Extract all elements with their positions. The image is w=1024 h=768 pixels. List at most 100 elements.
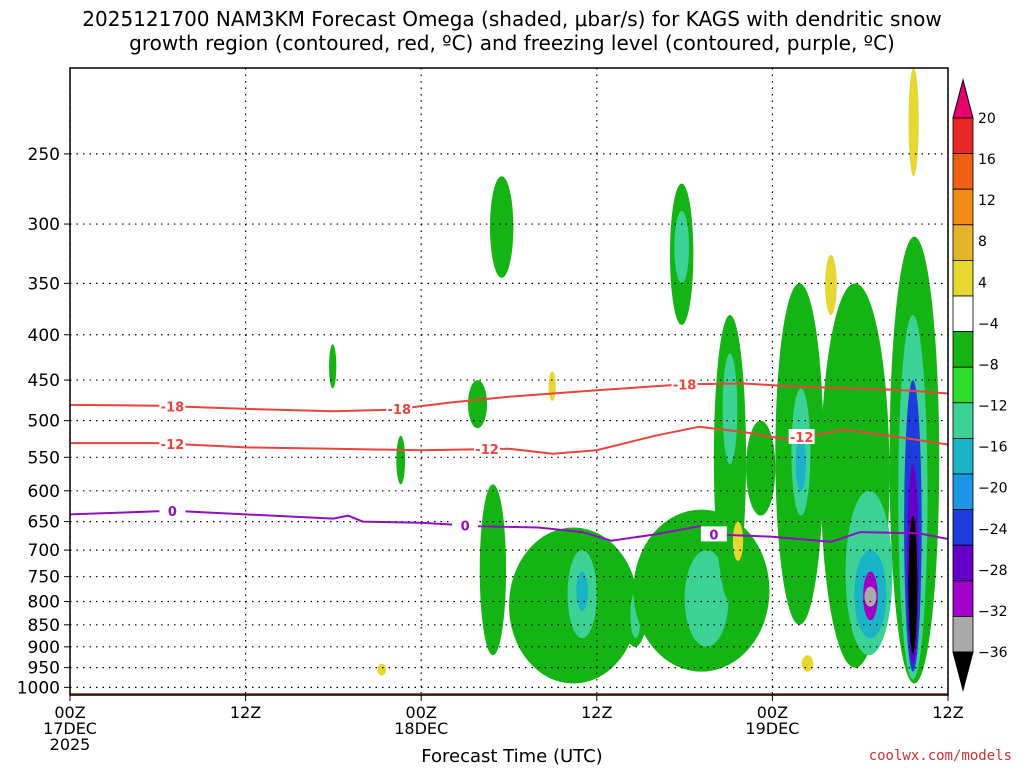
contour-label-bg — [474, 441, 501, 457]
contour-label: -12 — [475, 443, 499, 458]
colorbar-segment — [952, 331, 974, 368]
y-tick-label: 650 — [28, 513, 60, 533]
contour-label-bg — [386, 400, 413, 416]
y-tick-label: 500 — [28, 412, 60, 432]
omega-shaded-region — [479, 484, 507, 656]
colorbar-segment — [952, 580, 974, 617]
contour-label-bg — [452, 517, 479, 533]
colorbar-label: −20 — [978, 481, 1008, 497]
y-axis: 2503003504004505005506006507007508008509… — [17, 145, 70, 698]
colorbar-segment — [952, 437, 974, 475]
contour-label: -12 — [161, 438, 185, 453]
colorbar-segment — [952, 259, 974, 297]
contour-label-bg — [700, 526, 727, 542]
colorbar-label: −8 — [978, 357, 999, 373]
omega-shaded-region — [746, 420, 776, 516]
contour-label-bg — [159, 398, 186, 414]
omega-shaded-region — [396, 435, 406, 485]
contour-line — [70, 382, 948, 413]
y-tick-label: 600 — [28, 482, 60, 502]
colorbar-segment — [952, 402, 974, 439]
contour-label: 0 — [168, 505, 177, 520]
omega-shaded-region — [377, 663, 387, 676]
omega-shaded-region — [801, 655, 814, 672]
colorbar-label: −28 — [978, 563, 1008, 579]
contour-label-bg — [159, 502, 186, 518]
contour-layer: -18 -18 -18 -12 -12 -12 0 0 0 — [70, 376, 948, 543]
x-tick-label: 19DEC — [745, 719, 799, 738]
colorbar-segment — [952, 188, 974, 226]
y-tick-label: 300 — [28, 215, 60, 235]
x-tick-label: 00Z — [54, 703, 85, 722]
contour-label-bg — [159, 435, 186, 451]
colorbar-label: 12 — [978, 193, 996, 209]
colorbar-label: −36 — [978, 645, 1008, 661]
y-tick-label: 450 — [28, 371, 60, 391]
colorbar-segment — [952, 509, 974, 546]
chart-title-line2: growth region (contoured, red, ºC) and f… — [129, 31, 895, 55]
omega-shaded-region — [795, 435, 807, 491]
y-tick-label: 800 — [28, 593, 60, 613]
contour-label-bg — [788, 429, 815, 445]
omega-shaded-region — [732, 521, 744, 561]
y-tick-label: 1000 — [17, 678, 60, 698]
colorbar-label: 8 — [978, 234, 987, 250]
colorbar-label: 20 — [978, 111, 996, 127]
y-tick-label: 900 — [28, 638, 60, 658]
x-tick-label: 12Z — [932, 703, 963, 722]
x-axis-label: Forecast Time (UTC) — [421, 746, 603, 767]
colorbar-segment — [952, 473, 974, 510]
omega-shaded-region — [468, 380, 488, 429]
y-tick-label: 550 — [28, 448, 60, 468]
chart-title-line1: 2025121700 NAM3KM Forecast Omega (shaded… — [82, 7, 942, 31]
colorbar-label: 4 — [978, 275, 987, 291]
omega-shading-layer — [70, 68, 948, 695]
colorbar-segment — [952, 117, 974, 154]
colorbar-segment — [952, 224, 974, 261]
contour-label: 0 — [709, 528, 718, 543]
omega-shaded-region — [576, 571, 589, 612]
omega-shaded-region — [722, 353, 738, 465]
contour-label: -18 — [388, 403, 412, 418]
colorbar-segment — [952, 295, 974, 332]
x-tick-label: 00Z — [406, 703, 437, 722]
omega-shaded-region — [684, 550, 729, 647]
x-tick-label: 2025 — [50, 735, 91, 754]
y-tick-label: 250 — [28, 145, 60, 165]
x-tick-label: 00Z — [757, 703, 788, 722]
contour-line — [70, 509, 948, 543]
omega-shaded-region — [825, 254, 837, 316]
colorbar-top-arrow — [952, 78, 974, 119]
y-tick-label: 750 — [28, 568, 60, 588]
y-tick-label: 350 — [28, 274, 60, 294]
contour-line — [70, 425, 948, 455]
plot-frame — [69, 67, 949, 696]
y-tick-label: 950 — [28, 659, 60, 679]
contour-label: -18 — [161, 400, 185, 415]
colorbar: 20 16 12 8 4 −4 −8 −12 −16 −20 −24 −28 −32 −36 — [952, 78, 1008, 692]
colorbar-segment — [952, 616, 974, 653]
credit-text: coolwx.com/models — [868, 748, 1012, 764]
colorbar-label: −16 — [978, 440, 1008, 456]
omega-shaded-region — [674, 210, 689, 284]
colorbar-label: −4 — [978, 316, 999, 332]
x-tick-label: 12Z — [581, 703, 612, 722]
omega-shaded-region — [329, 344, 337, 389]
omega-shaded-region — [548, 371, 556, 401]
y-tick-label: 400 — [28, 326, 60, 346]
y-tick-label: 850 — [28, 616, 60, 636]
omega-shaded-region — [908, 68, 919, 177]
contour-label: -18 — [673, 378, 697, 393]
colorbar-label: −32 — [978, 604, 1008, 620]
contour-label: 0 — [461, 519, 470, 534]
omega-shaded-region — [908, 515, 918, 654]
contour-label: -12 — [790, 431, 814, 446]
colorbar-segment — [952, 366, 974, 404]
x-tick-label: 12Z — [230, 703, 261, 722]
x-tick-label: 18DEC — [394, 719, 448, 738]
colorbar-label: −12 — [978, 399, 1008, 415]
y-tick-label: 700 — [28, 541, 60, 561]
colorbar-segment — [952, 544, 974, 582]
